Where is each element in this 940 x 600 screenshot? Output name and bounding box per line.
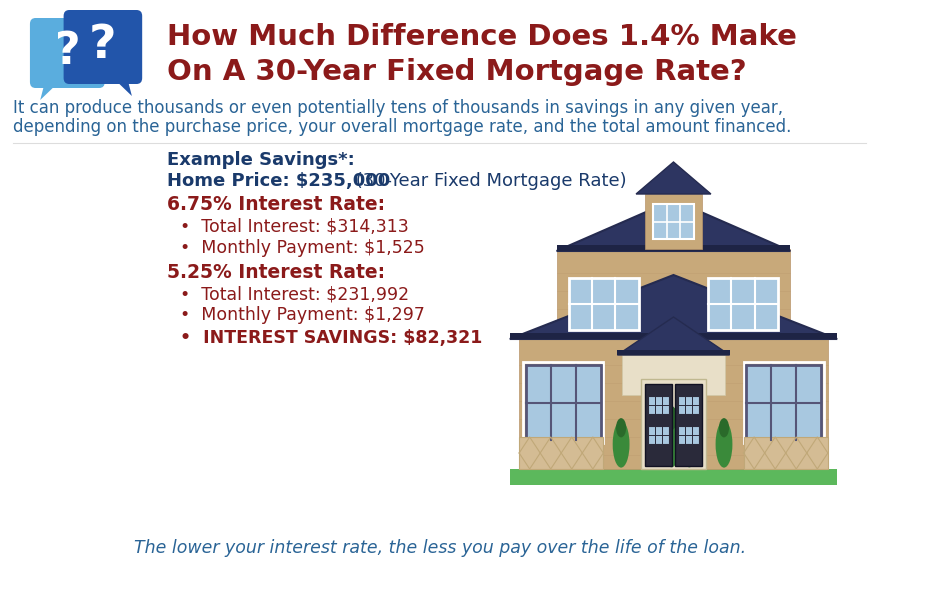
Text: Home Price: $235,000: Home Price: $235,000: [166, 172, 390, 190]
Polygon shape: [636, 162, 711, 194]
Bar: [641, 379, 706, 469]
FancyBboxPatch shape: [30, 18, 104, 88]
Bar: [678, 426, 698, 444]
Text: depending on the purchase price, your overall mortgage rate, and the total amoun: depending on the purchase price, your ov…: [13, 118, 791, 136]
Bar: [678, 396, 698, 414]
Text: (30-Year Fixed Mortgage Rate): (30-Year Fixed Mortgage Rate): [350, 172, 626, 190]
Ellipse shape: [684, 409, 695, 431]
Ellipse shape: [719, 418, 729, 437]
Bar: [646, 194, 701, 249]
Text: ?: ?: [55, 29, 80, 73]
FancyBboxPatch shape: [64, 10, 142, 84]
Text: •  Monthly Payment: $1,525: • Monthly Payment: $1,525: [180, 239, 424, 257]
Polygon shape: [618, 317, 729, 355]
Bar: [653, 204, 694, 239]
Ellipse shape: [616, 418, 626, 437]
Ellipse shape: [681, 412, 697, 467]
Text: 5.25% Interest Rate:: 5.25% Interest Rate:: [166, 263, 384, 281]
Text: •  Monthly Payment: $1,297: • Monthly Payment: $1,297: [180, 306, 425, 324]
Bar: [649, 396, 669, 414]
Bar: [622, 355, 725, 395]
Bar: [746, 365, 822, 440]
Bar: [708, 278, 778, 330]
Bar: [525, 365, 601, 440]
Bar: [569, 278, 639, 330]
Bar: [744, 362, 824, 443]
Bar: [556, 249, 791, 339]
Text: On A 30-Year Fixed Mortgage Rate?: On A 30-Year Fixed Mortgage Rate?: [166, 58, 746, 86]
Bar: [646, 384, 671, 466]
Text: ?: ?: [89, 22, 117, 67]
Bar: [744, 437, 828, 469]
Text: Example Savings*:: Example Savings*:: [166, 151, 354, 169]
Bar: [509, 469, 838, 485]
Text: How Much Difference Does 1.4% Make: How Much Difference Does 1.4% Make: [166, 23, 796, 51]
Polygon shape: [509, 275, 838, 339]
Text: 6.75% Interest Rate:: 6.75% Interest Rate:: [166, 196, 384, 214]
Text: •  INTEREST SAVINGS: $82,321: • INTEREST SAVINGS: $82,321: [180, 329, 482, 347]
Text: The lower your interest rate, the less you pay over the life of the loan.: The lower your interest rate, the less y…: [133, 539, 745, 557]
Bar: [523, 362, 603, 443]
Bar: [675, 384, 701, 466]
Bar: [519, 339, 828, 469]
Ellipse shape: [663, 409, 681, 467]
Polygon shape: [618, 350, 729, 355]
Bar: [649, 426, 669, 444]
Polygon shape: [556, 200, 791, 251]
Text: It can produce thousands or even potentially tens of thousands in savings in any: It can produce thousands or even potenti…: [13, 99, 783, 117]
Bar: [519, 437, 603, 469]
Polygon shape: [40, 82, 59, 100]
Text: •  Total Interest: $231,992: • Total Interest: $231,992: [180, 285, 409, 303]
Ellipse shape: [666, 406, 677, 430]
Polygon shape: [556, 245, 791, 251]
Polygon shape: [509, 333, 838, 339]
Polygon shape: [113, 78, 132, 96]
Ellipse shape: [715, 421, 732, 467]
Ellipse shape: [613, 421, 630, 467]
Text: •  Total Interest: $314,313: • Total Interest: $314,313: [180, 218, 408, 236]
